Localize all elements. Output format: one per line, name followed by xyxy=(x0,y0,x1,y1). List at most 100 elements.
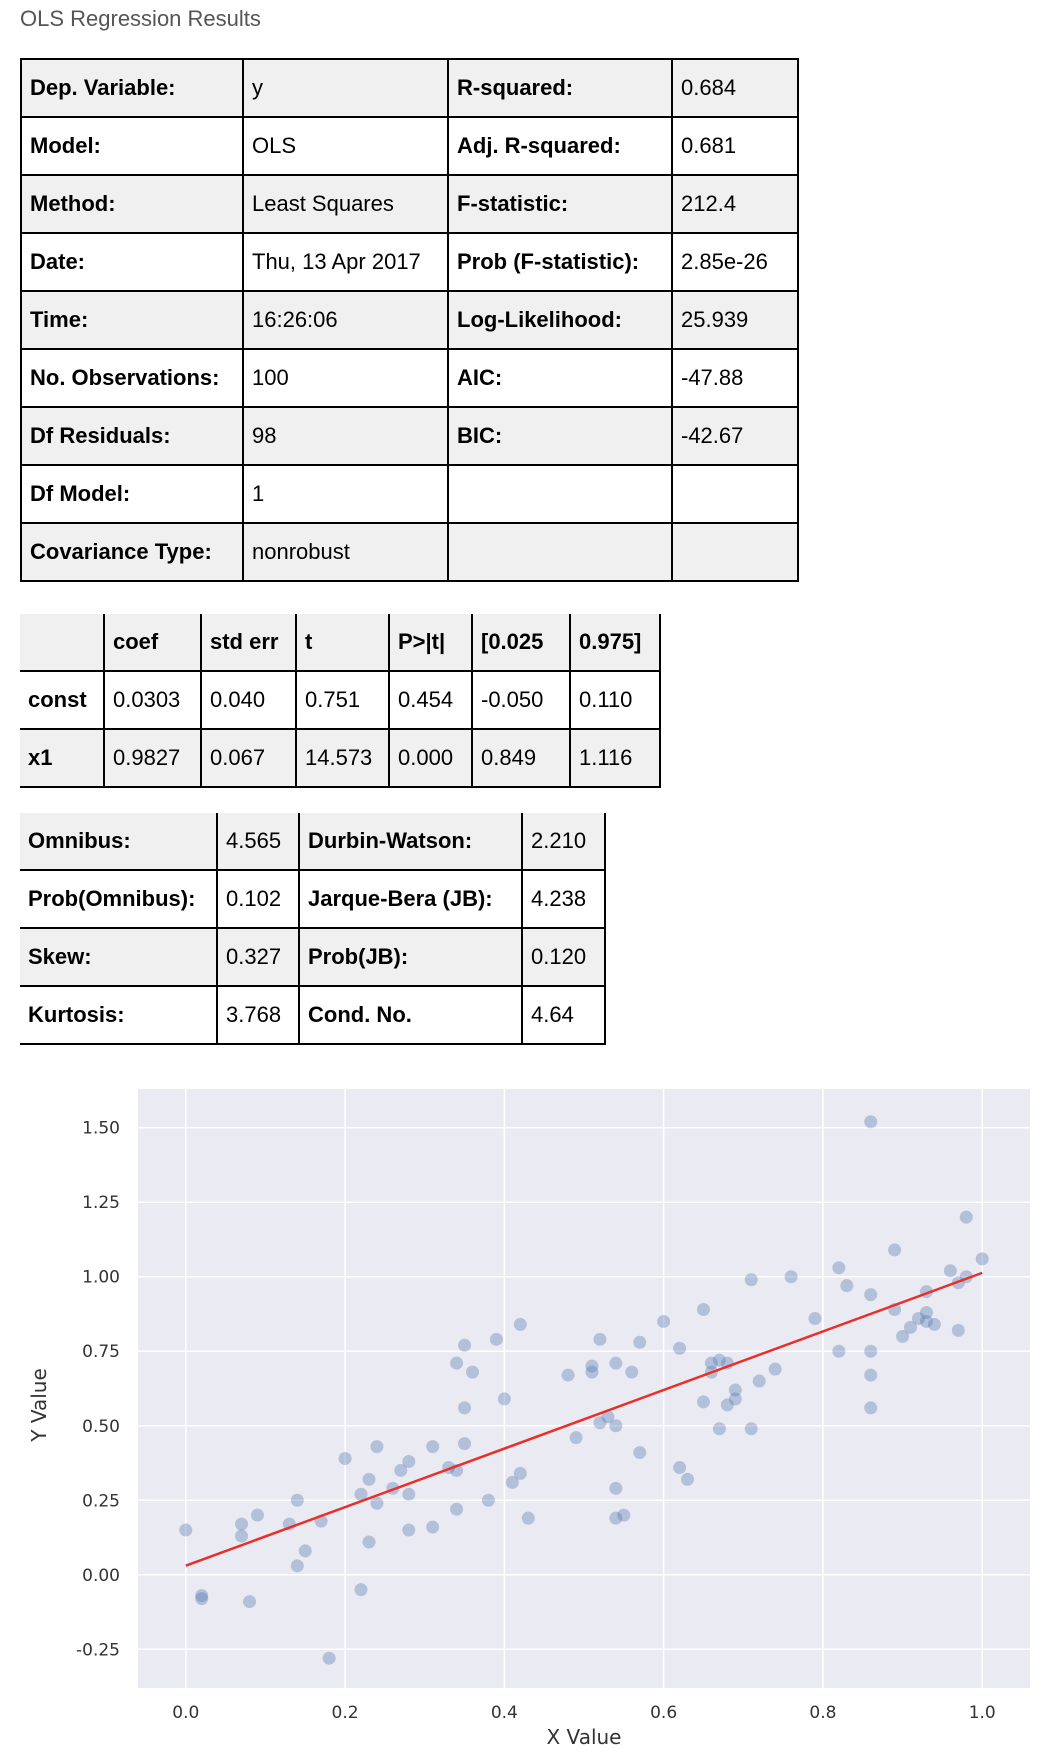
row-label xyxy=(447,522,673,582)
data-point xyxy=(458,1437,472,1451)
data-point xyxy=(904,1320,918,1334)
data-point xyxy=(784,1270,798,1284)
data-point xyxy=(458,1401,472,1415)
data-point xyxy=(402,1523,416,1537)
data-point xyxy=(402,1487,416,1501)
data-point xyxy=(354,1583,368,1597)
data-point xyxy=(744,1273,758,1287)
summary-row: Covariance Type: nonrobust xyxy=(20,522,799,582)
column-header xyxy=(20,614,105,672)
data-point xyxy=(195,1592,209,1606)
data-point xyxy=(426,1520,440,1534)
data-point xyxy=(235,1517,249,1531)
data-point xyxy=(919,1314,933,1328)
cell-value: 0.454 xyxy=(389,671,473,730)
y-tick-labels: -0.25 0.00 0.25 0.50 0.75 1.00 1.25 1.50 xyxy=(76,1119,120,1661)
data-point xyxy=(521,1511,535,1525)
cell-value: 1.116 xyxy=(570,729,661,788)
diagnostics-row: Prob(Omnibus): 0.102 Jarque-Bera (JB): 4.23… xyxy=(20,870,606,929)
row-label xyxy=(447,464,673,524)
data-point xyxy=(864,1288,878,1302)
x-tick-label: 0.8 xyxy=(809,1703,836,1723)
summary-row: Date: Thu, 13 Apr 2017 Prob (F-statistic):… xyxy=(20,232,799,292)
cell-value xyxy=(671,464,799,524)
summary-row: Time: 16:26:06 Log-Likelihood: 25.939 xyxy=(20,290,799,350)
data-point xyxy=(744,1422,758,1436)
plot-area xyxy=(138,1089,1030,1688)
data-point xyxy=(720,1398,734,1412)
cell-value: 0.9827 xyxy=(104,729,202,788)
diagnostics-row: Kurtosis: 3.768 Cond. No. 4.64 xyxy=(20,986,606,1045)
row-label: Df Model: xyxy=(20,464,244,524)
data-point xyxy=(625,1365,639,1379)
y-tick-label: 0.00 xyxy=(82,1566,120,1586)
data-point xyxy=(609,1419,623,1433)
data-point xyxy=(450,1356,464,1370)
column-header: t xyxy=(296,614,390,672)
row-label: Jarque-Bera (JB): xyxy=(299,870,523,929)
row-label: x1 xyxy=(20,729,105,788)
data-point xyxy=(919,1306,933,1320)
data-point xyxy=(975,1252,989,1266)
cell-value: 0.120 xyxy=(522,928,606,987)
x-axis-label: X Value xyxy=(547,1725,622,1749)
y-tick-label: 1.25 xyxy=(82,1193,120,1213)
row-label: BIC: xyxy=(447,406,673,466)
cell-value: 0.681 xyxy=(671,116,799,176)
summary-row: Df Model: 1 xyxy=(20,464,799,524)
row-label: Method: xyxy=(20,174,244,234)
cell-value: 0.684 xyxy=(671,58,799,118)
cell-value: 4.64 xyxy=(522,986,606,1045)
data-point xyxy=(617,1508,631,1522)
row-label: F-statistic: xyxy=(447,174,673,234)
summary-row: Method: Least Squares F-statistic: 212.4 xyxy=(20,174,799,234)
data-point xyxy=(609,1481,623,1495)
data-point xyxy=(290,1559,304,1573)
data-point xyxy=(362,1472,376,1486)
data-point xyxy=(728,1392,742,1406)
data-point xyxy=(681,1472,695,1486)
data-point xyxy=(951,1323,965,1337)
data-point xyxy=(832,1261,846,1275)
cell-value: 0.327 xyxy=(217,928,300,987)
y-tick-label: 0.50 xyxy=(82,1417,120,1437)
cell-value: 0.849 xyxy=(472,729,571,788)
data-point xyxy=(370,1440,384,1454)
row-label: No. Observations: xyxy=(20,348,244,408)
cell-value: Least Squares xyxy=(242,174,449,234)
cell-value: 0.0303 xyxy=(104,671,202,730)
data-point xyxy=(696,1395,710,1409)
row-label: Covariance Type: xyxy=(20,522,244,582)
data-point xyxy=(338,1452,352,1466)
y-tick-label: 0.75 xyxy=(82,1342,120,1362)
data-point xyxy=(250,1508,264,1522)
cell-value: 98 xyxy=(242,406,449,466)
data-point xyxy=(728,1383,742,1397)
row-label: const xyxy=(20,671,105,730)
column-header: std err xyxy=(201,614,297,672)
data-point xyxy=(696,1303,710,1317)
y-tick-label: -0.25 xyxy=(76,1640,120,1660)
row-label: Durbin-Watson: xyxy=(299,813,523,871)
coef-header: coef std err t P>|t| [0.025 0.975] xyxy=(20,614,661,672)
cell-value: 100 xyxy=(242,348,449,408)
cell-value: -0.050 xyxy=(472,671,571,730)
x-tick-label: 0.0 xyxy=(172,1703,199,1723)
cell-value: 14.573 xyxy=(296,729,390,788)
data-point xyxy=(489,1332,503,1346)
results-caption: OLS Regression Results xyxy=(20,6,261,31)
data-point xyxy=(712,1422,726,1436)
row-label: R-squared: xyxy=(447,58,673,118)
data-point xyxy=(402,1455,416,1469)
data-point xyxy=(840,1279,854,1293)
data-point xyxy=(888,1243,902,1257)
cell-value: 4.238 xyxy=(522,870,606,929)
data-point xyxy=(394,1463,408,1477)
cell-value: 2.210 xyxy=(522,813,606,871)
data-point xyxy=(290,1493,304,1507)
data-point xyxy=(243,1595,256,1609)
cell-value: nonrobust xyxy=(242,522,449,582)
cell-value: Thu, 13 Apr 2017 xyxy=(242,232,449,292)
cell-value: 2.85e-26 xyxy=(671,232,799,292)
x-tick-labels: 0.0 0.2 0.4 0.6 0.8 1.0 xyxy=(172,1703,995,1723)
